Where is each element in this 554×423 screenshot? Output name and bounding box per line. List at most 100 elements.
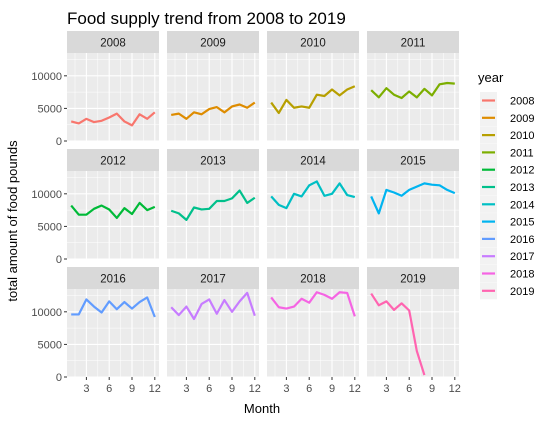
panel-background [367,53,459,141]
legend-title: year [478,70,504,85]
legend-item-2015: 2015 [480,213,534,231]
x-tick-label: 12 [449,383,461,395]
legend-label: 2016 [510,234,534,246]
legend-label: 2009 [510,113,534,125]
facet-strip-2018 [267,267,359,289]
legend-label: 2017 [510,251,534,263]
series-line-2008 [70,111,156,127]
facet-panel-2018: 2018 3 6 9 12 [267,267,361,395]
facet-panel-2014: 2014 [267,149,359,260]
x-tick-label: 12 [349,383,361,395]
x-tick-label: 9 [229,383,235,395]
x-tick-label: 9 [329,383,335,395]
y-tick-label: 10000 [31,71,62,83]
x-tick-label: 6 [306,383,312,395]
legend-label: 2015 [510,217,534,229]
facet-strip-label-2014: 2014 [300,156,326,168]
facet-panel-2019: 2019 3 6 9 12 [367,267,461,395]
facet-strip-label-2017: 2017 [200,274,226,286]
legend-item-2010: 2010 [480,126,534,144]
facet-strip-label-2011: 2011 [401,38,426,50]
x-tick-label: 9 [129,383,135,395]
facet-panel-2008: 2008 0 5000 10000 [31,31,159,148]
facet-panel-2012: 2012 0 5000 10000 [31,149,159,266]
panel-background [367,171,459,259]
facet-strip-2013 [167,149,259,171]
series-line-2012 [70,201,156,220]
facet-strip-label-2009: 2009 [200,38,226,50]
facet-strip-2016 [67,267,159,289]
legend-label: 2012 [510,165,534,177]
y-axis-title: total amount of food pounds [5,140,20,302]
series-line-2014 [270,180,356,210]
series-line-2015 [370,182,456,215]
panel-background [67,289,159,377]
legend-label: 2019 [510,286,534,298]
facet-strip-2015 [367,149,459,171]
x-tick-label: 6 [206,383,212,395]
legend-item-2018: 2018 [480,265,534,282]
facet-strip-label-2019: 2019 [400,274,426,286]
facet-strip-label-2008: 2008 [100,38,126,50]
series-line-2018 [270,291,356,317]
x-tick-label: 3 [83,383,89,395]
y-tick-label: 0 [56,372,62,384]
series-line-2017 [170,291,256,321]
chart-title: Food supply trend from 2008 to 2019 [67,9,346,28]
facet-panel-2013: 2013 [167,149,259,260]
panel-background [267,171,359,259]
facet-strip-2019 [367,267,459,289]
legend-item-2008: 2008 [480,92,534,109]
facet-strip-2008 [67,31,159,53]
facet-strip-label-2015: 2015 [400,156,426,168]
panel-background [67,53,159,141]
legend-label: 2013 [510,182,534,194]
facet-panel-2015: 2015 [367,149,459,260]
series-line-2009 [171,101,256,120]
x-tick-label: 6 [406,383,412,395]
legend: year 2008 2009 2010 2011 2012 2013 2014 2015 201… [478,70,534,300]
legend-label: 2018 [510,269,534,281]
y-tick-label: 0 [56,136,62,148]
legend-item-2012: 2012 [480,161,534,179]
legend-item-2011: 2011 [480,143,534,161]
x-tick-label: 3 [283,383,289,395]
facet-strip-label-2018: 2018 [300,274,326,286]
facet-strip-2011 [367,31,459,53]
facet-panels: 2008 0 5000 10000 2009 2010 2011 2012 0 5000 10000… [31,31,461,395]
series-line-2019 [370,292,426,376]
series-line-2016 [71,296,156,318]
y-tick-label: 5000 [38,339,62,351]
facet-strip-label-2012: 2012 [100,156,126,168]
legend-item-2016: 2016 [480,230,534,248]
legend-label: 2011 [510,147,534,159]
legend-label: 2008 [510,96,534,108]
panel-background [267,53,359,141]
x-axis-title: Month [244,401,280,416]
x-tick-label: 12 [149,383,161,395]
legend-item-2009: 2009 [480,109,534,127]
y-tick-label: 10000 [31,189,62,201]
facet-strip-2010 [267,31,359,53]
y-tick-label: 10000 [31,307,62,319]
facet-panel-2010: 2010 [267,31,359,142]
series-line-2013 [170,189,256,221]
facet-panel-2011: 2011 [367,31,459,142]
y-tick-label: 0 [56,254,62,266]
facet-panel-2009: 2009 [167,31,259,142]
facet-strip-2017 [167,267,259,289]
facet-strip-label-2013: 2013 [200,156,226,168]
x-tick-label: 3 [183,383,189,395]
panel-background [167,289,259,377]
series-line-2010 [270,85,356,115]
x-tick-label: 6 [106,383,112,395]
y-tick-label: 5000 [38,103,62,115]
facet-strip-2014 [267,149,359,171]
series-line-2011 [370,81,455,100]
x-tick-label: 3 [383,383,389,395]
panel-background [167,53,259,141]
facet-strip-label-2016: 2016 [100,274,126,286]
facet-strip-2009 [167,31,259,53]
